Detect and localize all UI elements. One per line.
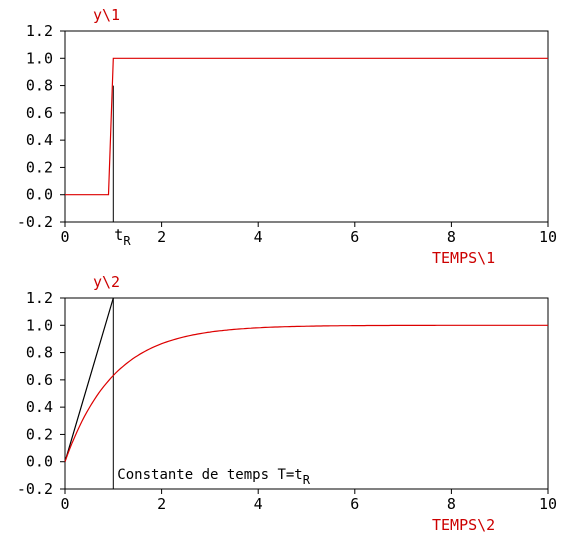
- y-tick-label: 0.6: [26, 104, 53, 122]
- y-tick-label: 1.2: [26, 22, 53, 40]
- x-tick-label: 4: [254, 228, 263, 246]
- y-tick-label: 0.2: [26, 425, 53, 443]
- annotation-subscript: R: [123, 234, 131, 248]
- y-tick-label: 0.2: [26, 158, 53, 176]
- x-tick-label: 4: [254, 495, 263, 513]
- x-tick-label: 6: [350, 495, 359, 513]
- y-tick-label: 0.8: [26, 77, 53, 95]
- x-tick-label: 2: [157, 495, 166, 513]
- y-tick-label: 1.0: [26, 49, 53, 67]
- y-tick-label: 0.8: [26, 344, 53, 362]
- y-tick-label: 0.4: [26, 131, 53, 149]
- chart-2-y-axis-label: y\2: [93, 273, 120, 291]
- annotation-subscript: R: [303, 473, 311, 487]
- y-tick-label: -0.2: [17, 480, 53, 498]
- tangent-line: [64, 297, 114, 462]
- y-tick-label: 1.0: [26, 316, 53, 334]
- chart-2-plot-area: [64, 297, 549, 490]
- chart-2-ticks: -0.2 0.0 0.2 0.4 0.6 0.8 1.0 1.2 0 2 4 6 8 10: [17, 289, 557, 513]
- x-tick-label: 6: [350, 228, 359, 246]
- chart-1-plot-area: [64, 30, 549, 223]
- time-constant-label: Constante de temps T=tR: [117, 467, 310, 487]
- chart-2-series: [64, 324, 548, 462]
- y-tick-label: 0.6: [26, 371, 53, 389]
- chart-1-annotations: tR: [112, 85, 131, 248]
- annotation-main-text: Constante de temps T=t: [117, 467, 302, 483]
- y-tick-label: 0.0: [26, 453, 53, 471]
- chart-1: y\1 TEMPS\1 -0.2 0.0 0.2 0.4 0.6 0.8 1.0 1.2 0 2 4…: [17, 6, 557, 267]
- x-tick-label: 10: [539, 228, 557, 246]
- chart-2: y\2 TEMPS\2 -0.2 0.0 0.2 0.4 0.6 0.8 1.0 1.2 0 2 4…: [17, 273, 557, 534]
- series-line: [65, 57, 548, 196]
- chart-1-y-axis-label: y\1: [93, 6, 120, 24]
- y-tick-label: 1.2: [26, 289, 53, 307]
- y-tick-label: 0.4: [26, 398, 53, 416]
- chart-1-x-axis-label: TEMPS\1: [432, 249, 495, 267]
- x-tick-label: 0: [60, 228, 69, 246]
- annotation-main-text: t: [114, 226, 123, 244]
- x-tick-label: 10: [539, 495, 557, 513]
- chart-1-ticks: -0.2 0.0 0.2 0.4 0.6 0.8 1.0 1.2 0 2 4 6 8 10: [17, 22, 557, 246]
- y-tick-label: 0.0: [26, 186, 53, 204]
- chart-2-x-axis-label: TEMPS\2: [432, 516, 495, 534]
- x-tick-label: 8: [447, 228, 456, 246]
- tr-label: tR: [114, 226, 131, 248]
- x-tick-label: 8: [447, 495, 456, 513]
- chart-2-annotations: Constante de temps T=tR: [64, 297, 311, 489]
- x-tick-label: 2: [157, 228, 166, 246]
- y-tick-label: -0.2: [17, 213, 53, 231]
- series-line: [64, 324, 548, 462]
- chart-1-series: [65, 57, 548, 196]
- x-tick-label: 0: [60, 495, 69, 513]
